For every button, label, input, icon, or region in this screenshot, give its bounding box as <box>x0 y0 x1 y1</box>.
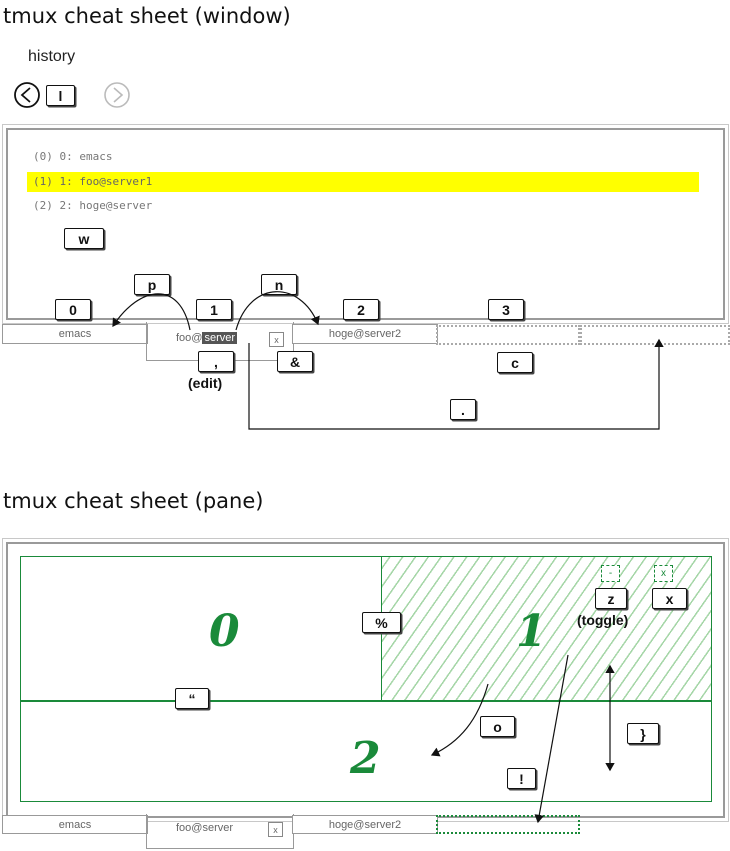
key-period: . <box>450 399 476 420</box>
pane-2[interactable] <box>20 700 712 802</box>
key-n: n <box>261 274 297 295</box>
tab-new-placeholder <box>436 325 580 345</box>
key-1: 1 <box>196 299 232 320</box>
key-ampersand: & <box>277 351 313 372</box>
pane-section-title: tmux cheat sheet (pane) <box>3 489 264 513</box>
tab-foo-server[interactable]: foo@ server <box>176 332 238 344</box>
caption-toggle: (toggle) <box>577 612 629 628</box>
key-quote: “ <box>175 688 209 709</box>
tab-close-icon[interactable]: x <box>269 332 284 347</box>
key-comma: , <box>198 351 234 372</box>
key-x: x <box>652 588 687 609</box>
key-percent: % <box>362 612 401 633</box>
key-bang: ! <box>507 768 536 789</box>
history-label: history <box>28 48 76 65</box>
window-list-item[interactable]: (2) 2: hoge@server <box>33 199 153 212</box>
history-forward-icon[interactable] <box>103 81 131 109</box>
key-c: c <box>497 352 533 373</box>
pane-tab-emacs[interactable]: emacs <box>2 815 148 834</box>
key-w: w <box>64 228 104 249</box>
pane-tab-broken-out <box>436 815 580 834</box>
key-z: z <box>595 588 627 609</box>
pane-number-1: 1 <box>516 606 547 657</box>
caption-edit: (edit) <box>188 375 223 391</box>
key-0: 0 <box>55 299 91 320</box>
tab-emacs[interactable]: emacs <box>2 324 148 344</box>
key-brace: } <box>627 723 659 744</box>
pane-number-2: 2 <box>350 733 381 784</box>
history-key-l: l <box>46 85 75 106</box>
window-list-highlight <box>27 172 699 192</box>
pane-tab-close-icon[interactable]: x <box>268 822 283 837</box>
window-list-item-selected[interactable]: (1) 1: foo@server1 <box>33 175 153 188</box>
pane-zoom-icon[interactable]: - <box>601 565 620 582</box>
window-list-item[interactable]: (0) 0: emacs <box>33 150 113 163</box>
key-3: 3 <box>488 299 524 320</box>
pane-close-icon[interactable]: x <box>654 565 673 582</box>
history-back-icon[interactable] <box>13 81 41 109</box>
tab-foo-prefix: foo@ <box>176 332 203 344</box>
pane-tab-foo-server[interactable]: foo@server <box>176 822 234 834</box>
pane-tab-hoge-server2[interactable]: hoge@server2 <box>292 815 438 834</box>
key-o: o <box>480 716 515 737</box>
window-section-title: tmux cheat sheet (window) <box>3 4 291 28</box>
pane-number-0: 0 <box>209 606 240 657</box>
tab-foo-host-selected: server <box>202 332 238 344</box>
key-2: 2 <box>343 299 379 320</box>
